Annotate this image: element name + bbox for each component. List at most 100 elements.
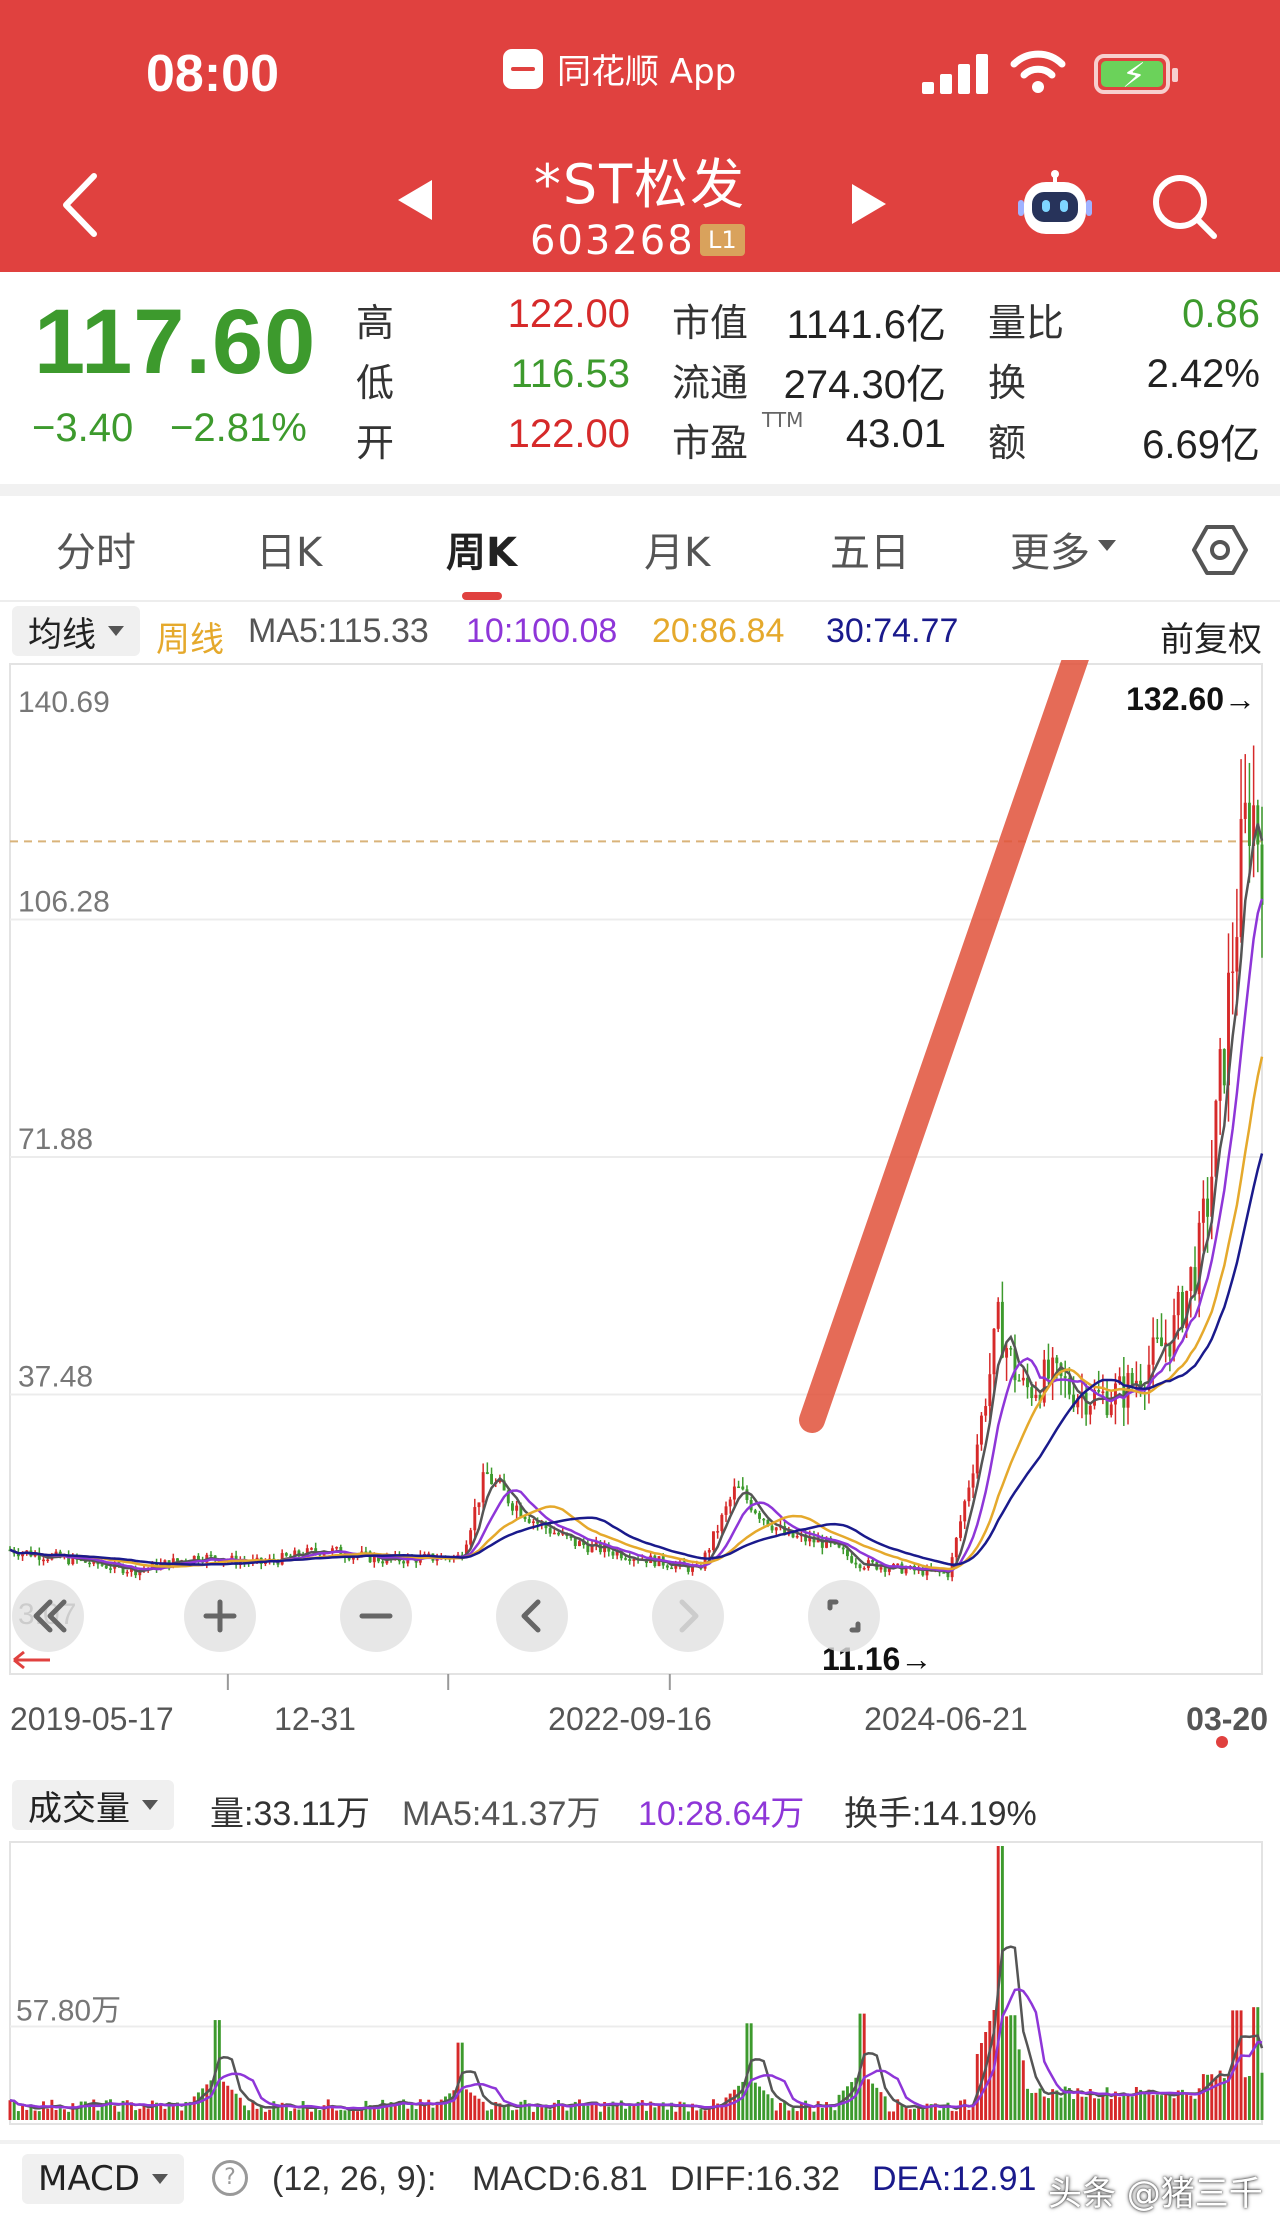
- chevron-right-icon[interactable]: [652, 1580, 724, 1652]
- candle-body: [293, 1550, 297, 1557]
- volume-bar: [565, 2110, 569, 2120]
- candle-body: [665, 1565, 669, 1568]
- robot-assistant-icon[interactable]: [1018, 170, 1092, 238]
- rewind-icon[interactable]: [12, 1580, 84, 1652]
- candle-body: [536, 1521, 540, 1524]
- tab-more[interactable]: 更多: [1010, 530, 1090, 576]
- volume-bar: [230, 2089, 234, 2120]
- volume-bar: [640, 2100, 644, 2120]
- candle-body: [561, 1532, 565, 1535]
- candle-body: [1105, 1391, 1109, 1416]
- candle-body: [1038, 1394, 1042, 1403]
- candle-body: [1055, 1357, 1059, 1364]
- volume-bar: [322, 2105, 326, 2120]
- tab-intraday[interactable]: 分时: [56, 530, 136, 576]
- macd-indicator-dropdown[interactable]: MACD: [22, 2154, 184, 2204]
- candle-body: [573, 1538, 577, 1547]
- volume-bar: [159, 2103, 163, 2120]
- volume-bar: [632, 2103, 636, 2120]
- volume-bar: [188, 2101, 192, 2120]
- stock-code: 603268: [530, 218, 695, 264]
- candle-body: [624, 1558, 627, 1560]
- volume-bar: [389, 2102, 393, 2120]
- volume-bar: [54, 2109, 58, 2120]
- ma-type-dropdown[interactable]: 均线: [12, 606, 140, 656]
- tab-monthly-k[interactable]: 月K: [644, 530, 711, 576]
- candle-body: [16, 1553, 20, 1557]
- fullscreen-icon[interactable]: [808, 1580, 880, 1652]
- candle-body: [1147, 1364, 1151, 1391]
- volume-bar: [523, 2099, 527, 2120]
- candle-body: [511, 1503, 514, 1511]
- candle-body: [1042, 1359, 1046, 1403]
- volume-bar: [25, 2109, 29, 2120]
- volume-bar: [561, 2105, 565, 2120]
- candle-body: [816, 1538, 820, 1543]
- next-stock-button[interactable]: [852, 184, 886, 224]
- candle-body: [1113, 1383, 1117, 1405]
- volume-bar: [908, 2109, 912, 2120]
- volume-bar: [439, 2099, 443, 2120]
- volume-bar: [657, 2103, 661, 2120]
- volume-bar: [167, 2101, 171, 2120]
- volume-bar: [1180, 2089, 1184, 2120]
- help-icon[interactable]: ?: [212, 2160, 248, 2196]
- previous-stock-button[interactable]: [398, 180, 432, 220]
- volume-bar: [753, 2082, 757, 2120]
- quote-value-open: 122.00: [507, 412, 630, 456]
- candle-body: [176, 1558, 179, 1562]
- reset-arrow-icon: [13, 1650, 50, 1670]
- tab-daily-k[interactable]: 日K: [256, 530, 323, 576]
- volume-bar: [1214, 2078, 1218, 2120]
- chevron-left-icon[interactable]: [496, 1580, 568, 1652]
- candle-body: [774, 1527, 778, 1531]
- settings-hexagon-icon[interactable]: [1192, 522, 1248, 578]
- tab-weekly-k[interactable]: 周K: [446, 530, 517, 576]
- volume-indicator-dropdown[interactable]: 成交量: [12, 1780, 174, 1830]
- ma20-line: [9, 1056, 1264, 1571]
- candle-body: [289, 1555, 293, 1558]
- volume-bar: [259, 2105, 263, 2120]
- tab-five-day[interactable]: 五日: [830, 530, 910, 576]
- candle-body: [959, 1521, 962, 1538]
- volume-bar: [896, 2099, 900, 2120]
- candle-body: [858, 1564, 862, 1569]
- search-button[interactable]: [1150, 172, 1220, 242]
- volume-bar: [892, 2111, 895, 2120]
- volume-bar: [37, 2111, 41, 2120]
- volume-bar: [1038, 2088, 1042, 2120]
- ma5-value: MA5:115.33: [248, 612, 429, 650]
- source-app-pill[interactable]: 同花顺 App: [503, 44, 736, 93]
- candle-body: [163, 1560, 167, 1564]
- volume-bar: [720, 2103, 724, 2120]
- active-tab-indicator: [462, 592, 502, 600]
- volume-bar: [728, 2093, 732, 2120]
- zoom-out-icon[interactable]: [340, 1580, 412, 1652]
- quote-label-turnover: 换: [988, 361, 1027, 405]
- volume-bar: [645, 2110, 648, 2120]
- volume-bar: [1164, 2092, 1168, 2120]
- price-adjust-toggle[interactable]: 前复权: [1160, 621, 1262, 659]
- volume-chart[interactable]: 57.80万: [0, 1840, 1280, 2130]
- volume-bar: [582, 2103, 586, 2120]
- back-button[interactable]: [56, 170, 106, 240]
- volume-bar: [1034, 2092, 1038, 2120]
- volume-ma5-value: MA5:41.37万: [402, 1795, 601, 1833]
- candle-body: [795, 1535, 799, 1538]
- volume-bar: [544, 2104, 548, 2120]
- volume-bar: [946, 2102, 950, 2120]
- volume-bar: [1109, 2099, 1113, 2120]
- volume-bar: [75, 2108, 79, 2120]
- stock-name: *ST松发: [533, 153, 747, 216]
- candle-body: [745, 1489, 749, 1500]
- volume-bar: [150, 2100, 154, 2120]
- volume-bar: [431, 2107, 435, 2120]
- volume-bar: [917, 2106, 921, 2120]
- volume-bar: [603, 2101, 607, 2120]
- candle-body: [850, 1556, 854, 1563]
- volume-bar: [531, 2111, 535, 2120]
- candle-body: [1063, 1376, 1067, 1379]
- candle-body: [975, 1444, 979, 1474]
- zoom-in-icon[interactable]: [184, 1580, 256, 1652]
